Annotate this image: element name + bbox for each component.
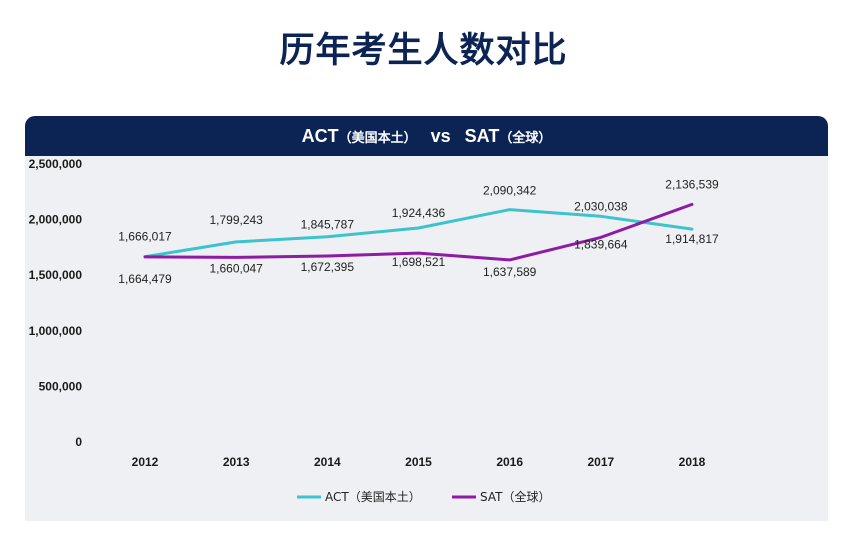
data-label: 1,839,664 — [574, 237, 628, 251]
header-sat-label: SAT — [464, 125, 500, 146]
y-tick-label: 1,500,000 — [29, 268, 83, 282]
data-label: 1,637,589 — [483, 265, 537, 279]
data-label: 1,672,395 — [301, 260, 355, 274]
x-tick-label: 2016 — [496, 455, 523, 469]
y-tick-label: 1,000,000 — [29, 324, 83, 338]
series-line-sat — [143, 202, 694, 262]
data-label: 1,924,436 — [392, 206, 446, 220]
y-tick-label: 0 — [75, 435, 82, 449]
x-tick-label: 2018 — [679, 455, 706, 469]
data-label: 1,660,047 — [209, 261, 263, 275]
y-tick-label: 2,000,000 — [29, 213, 83, 227]
data-label: 1,845,787 — [301, 218, 355, 232]
x-tick-label: 2012 — [132, 455, 159, 469]
chart-header: ACT （美国本土） vs SAT （全球） — [25, 116, 828, 156]
series-line-act — [143, 208, 694, 259]
data-label: 1,914,817 — [665, 232, 719, 246]
y-tick-label: 2,500,000 — [29, 157, 83, 171]
data-label: 1,664,479 — [118, 272, 172, 286]
header-sat-note: （全球） — [499, 129, 552, 145]
data-label: 1,799,243 — [209, 213, 263, 227]
x-tick-label: 2017 — [587, 455, 614, 469]
header-act-label: ACT — [301, 125, 339, 146]
chart-panel: ACT （美国本土） vs SAT （全球） — [25, 116, 828, 521]
data-label: 2,030,038 — [574, 199, 628, 213]
x-tick-label: 2014 — [314, 455, 341, 469]
y-tick-label: 500,000 — [39, 379, 83, 393]
data-label: 1,698,521 — [392, 255, 446, 269]
legend-label: ACT（美国本土） — [325, 490, 421, 504]
data-label: 2,136,539 — [665, 177, 719, 191]
data-label: 1,666,017 — [118, 230, 172, 244]
header-vs: vs — [430, 125, 451, 146]
page-title: 历年考生人数对比 — [279, 31, 568, 71]
header-act-note: （美国本土） — [338, 129, 417, 145]
x-tick-label: 2015 — [405, 455, 432, 469]
legend-label: SAT（全球） — [480, 489, 550, 504]
x-tick-label: 2013 — [223, 455, 250, 469]
data-label: 2,090,342 — [483, 184, 537, 198]
